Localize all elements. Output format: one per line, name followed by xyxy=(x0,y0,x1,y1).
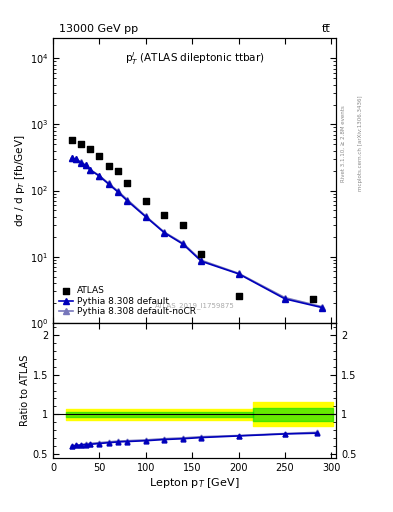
Pythia 8.308 default-noCR xyxy=(74,156,79,162)
Y-axis label: Ratio to ATLAS: Ratio to ATLAS xyxy=(20,355,30,426)
Pythia 8.308 default-noCR xyxy=(236,270,241,276)
Legend: ATLAS, Pythia 8.308 default, Pythia 8.308 default-noCR: ATLAS, Pythia 8.308 default, Pythia 8.30… xyxy=(57,284,197,318)
ATLAS xyxy=(115,167,121,176)
Text: mcplots.cern.ch [arXiv:1306.3436]: mcplots.cern.ch [arXiv:1306.3436] xyxy=(358,96,363,191)
Pythia 8.308 default xyxy=(320,305,325,311)
Pythia 8.308 default xyxy=(97,173,102,179)
Pythia 8.308 default-noCR xyxy=(97,173,102,179)
ATLAS xyxy=(124,179,130,187)
Pythia 8.308 default-noCR xyxy=(83,162,88,168)
Text: 13000 GeV pp: 13000 GeV pp xyxy=(59,24,138,34)
ATLAS xyxy=(106,162,112,170)
Pythia 8.308 default-noCR xyxy=(180,240,185,246)
Pythia 8.308 default xyxy=(143,214,148,220)
Text: tt̅: tt̅ xyxy=(321,24,331,34)
Pythia 8.308 default xyxy=(116,189,120,195)
Pythia 8.308 default xyxy=(236,271,241,277)
Pythia 8.308 default-noCR xyxy=(162,229,167,235)
Pythia 8.308 default-noCR xyxy=(283,294,287,301)
ATLAS xyxy=(235,292,242,301)
ATLAS xyxy=(78,140,84,148)
ATLAS xyxy=(68,136,75,144)
Text: ATLAS_2019_I1759875: ATLAS_2019_I1759875 xyxy=(155,302,234,309)
Pythia 8.308 default xyxy=(83,162,88,168)
Pythia 8.308 default-noCR xyxy=(69,155,74,161)
Text: p$_{T}^{l}$ (ATLAS dileptonic ttbar): p$_{T}^{l}$ (ATLAS dileptonic ttbar) xyxy=(125,50,264,67)
Pythia 8.308 default xyxy=(283,296,287,302)
Pythia 8.308 default-noCR xyxy=(143,213,148,219)
Pythia 8.308 default xyxy=(74,157,79,163)
Pythia 8.308 default xyxy=(69,155,74,161)
Pythia 8.308 default-noCR xyxy=(107,180,111,186)
Pythia 8.308 default-noCR xyxy=(79,159,83,165)
Pythia 8.308 default-noCR xyxy=(88,166,92,173)
Pythia 8.308 default xyxy=(88,167,92,173)
Pythia 8.308 default xyxy=(180,241,185,247)
ATLAS xyxy=(198,250,205,258)
Line: Pythia 8.308 default-noCR: Pythia 8.308 default-noCR xyxy=(69,155,325,310)
Pythia 8.308 default-noCR xyxy=(116,188,120,194)
Pythia 8.308 default xyxy=(199,258,204,264)
Pythia 8.308 default xyxy=(107,181,111,187)
ATLAS xyxy=(161,211,167,220)
Pythia 8.308 default xyxy=(162,230,167,236)
Text: Rivet 3.1.10, ≥ 2.8M events: Rivet 3.1.10, ≥ 2.8M events xyxy=(341,105,346,182)
Pythia 8.308 default xyxy=(125,198,130,204)
ATLAS xyxy=(180,221,186,229)
Pythia 8.308 default xyxy=(79,160,83,166)
X-axis label: Lepton p$_{T}$ [GeV]: Lepton p$_{T}$ [GeV] xyxy=(149,476,240,490)
Y-axis label: dσ / d p$_{T}$ [fb/GeV]: dσ / d p$_{T}$ [fb/GeV] xyxy=(13,135,27,227)
Pythia 8.308 default-noCR xyxy=(125,197,130,203)
Line: Pythia 8.308 default: Pythia 8.308 default xyxy=(69,155,325,310)
Pythia 8.308 default-noCR xyxy=(320,304,325,310)
ATLAS xyxy=(96,152,103,160)
ATLAS xyxy=(87,144,93,153)
ATLAS xyxy=(310,295,316,303)
Pythia 8.308 default-noCR xyxy=(199,258,204,264)
ATLAS xyxy=(143,197,149,205)
